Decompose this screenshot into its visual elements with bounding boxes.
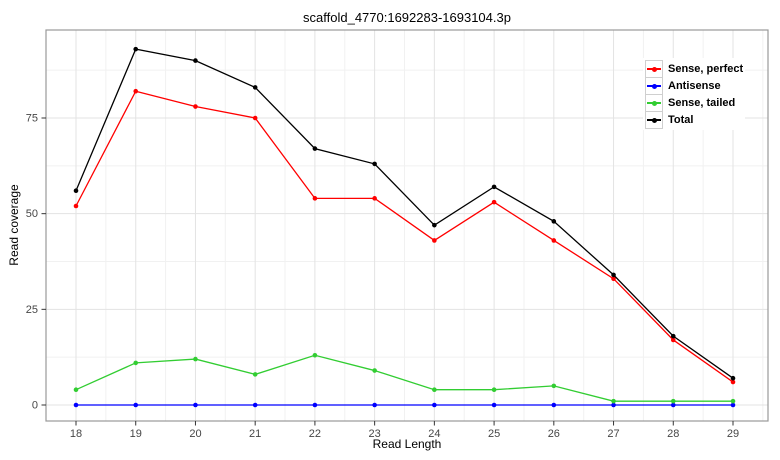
data-point bbox=[133, 402, 139, 408]
x-tick-label: 27 bbox=[607, 428, 619, 440]
legend-item-total: Total bbox=[645, 111, 743, 129]
legend-item-sense-tailed: Sense, tailed bbox=[645, 94, 743, 112]
legend-key-dot bbox=[651, 66, 657, 72]
data-point bbox=[312, 402, 318, 408]
data-point bbox=[193, 402, 198, 408]
data-point bbox=[730, 398, 736, 404]
data-point bbox=[432, 402, 437, 408]
data-point bbox=[372, 161, 377, 167]
data-point bbox=[491, 387, 497, 392]
x-axis-label: Read Length bbox=[372, 437, 442, 451]
data-point bbox=[730, 375, 736, 381]
data-point bbox=[133, 88, 139, 94]
axis-ticks bbox=[41, 117, 734, 426]
data-point bbox=[73, 188, 79, 194]
data-point bbox=[193, 356, 198, 362]
x-tick-label: 18 bbox=[70, 428, 82, 440]
data-point bbox=[611, 276, 616, 282]
data-point bbox=[491, 402, 497, 408]
data-point bbox=[372, 368, 377, 373]
data-point bbox=[73, 387, 79, 392]
series-line-total bbox=[75, 48, 734, 379]
data-point bbox=[670, 398, 676, 404]
x-tick-label: 28 bbox=[667, 428, 679, 440]
data-point bbox=[252, 115, 258, 121]
y-tick-label: 0 bbox=[32, 400, 38, 412]
data-point bbox=[252, 85, 258, 90]
x-tick-label: 22 bbox=[309, 428, 321, 440]
legend-key-icon bbox=[645, 60, 663, 78]
x-tick-label: 25 bbox=[488, 428, 500, 440]
data-point bbox=[193, 58, 198, 63]
series-points-antisense bbox=[73, 402, 736, 408]
y-tick-label: 50 bbox=[26, 208, 38, 220]
legend-item-sense-perfect: Sense, perfect bbox=[645, 60, 744, 78]
data-point bbox=[611, 272, 616, 278]
x-tick-label: 29 bbox=[727, 428, 739, 440]
data-point bbox=[312, 146, 318, 151]
legend-item-antisense: Antisense bbox=[645, 77, 743, 95]
data-point bbox=[133, 360, 139, 366]
x-tick-label: 24 bbox=[428, 428, 440, 440]
data-point bbox=[73, 203, 79, 209]
data-point bbox=[372, 402, 377, 408]
legend: Sense, perfect Antisense Sense, tailed Tota… bbox=[643, 58, 746, 130]
series-line-sense-tailed bbox=[75, 354, 733, 402]
data-point bbox=[551, 238, 557, 243]
data-point bbox=[670, 333, 676, 339]
data-point bbox=[670, 337, 676, 343]
legend-item-label: Sense, tailed bbox=[668, 96, 736, 109]
series-points-total bbox=[73, 46, 736, 381]
series-points-sense-perfect bbox=[73, 88, 736, 385]
minor-gridlines bbox=[46, 30, 768, 421]
data-point bbox=[432, 387, 437, 392]
x-tick-label: 26 bbox=[548, 428, 560, 440]
legend-item-label: Sense, perfect bbox=[668, 62, 744, 75]
data-point bbox=[133, 46, 139, 52]
data-point bbox=[611, 398, 616, 404]
legend-key-icon bbox=[645, 94, 663, 112]
legend-key-dot bbox=[651, 117, 657, 123]
data-point bbox=[193, 104, 198, 109]
data-point bbox=[252, 372, 258, 377]
data-point bbox=[730, 402, 736, 408]
data-point bbox=[491, 199, 497, 205]
legend-item-label: Antisense bbox=[668, 79, 721, 92]
x-tick-label: 23 bbox=[369, 428, 381, 440]
panel-border bbox=[45, 29, 769, 422]
data-point bbox=[670, 402, 676, 408]
y-tick-label: 75 bbox=[26, 112, 38, 124]
x-tick-label: 21 bbox=[249, 428, 261, 440]
data-point bbox=[312, 352, 318, 358]
data-point bbox=[432, 238, 437, 243]
data-point bbox=[312, 196, 318, 201]
x-tick-label: 20 bbox=[189, 428, 201, 440]
data-point bbox=[551, 402, 557, 408]
legend-key-icon bbox=[645, 111, 663, 129]
x-tick-label: 19 bbox=[130, 428, 142, 440]
legend-key-icon bbox=[645, 77, 663, 95]
data-point bbox=[432, 222, 437, 228]
series-points-sense-tailed bbox=[73, 352, 736, 404]
data-point bbox=[730, 379, 736, 385]
data-point bbox=[551, 219, 557, 224]
data-point bbox=[611, 402, 616, 408]
data-point bbox=[73, 402, 79, 408]
y-tick-label: 25 bbox=[26, 304, 38, 316]
data-point bbox=[252, 402, 258, 408]
data-point bbox=[491, 184, 497, 190]
chart-title: scaffold_4770:1692283-1693104.3p bbox=[303, 10, 511, 25]
data-point bbox=[372, 196, 377, 201]
legend-key-dot bbox=[651, 83, 657, 89]
legend-item-label: Total bbox=[668, 113, 694, 126]
series-line-sense-perfect bbox=[75, 90, 734, 383]
legend-key-dot bbox=[651, 100, 657, 106]
data-point bbox=[551, 383, 557, 389]
